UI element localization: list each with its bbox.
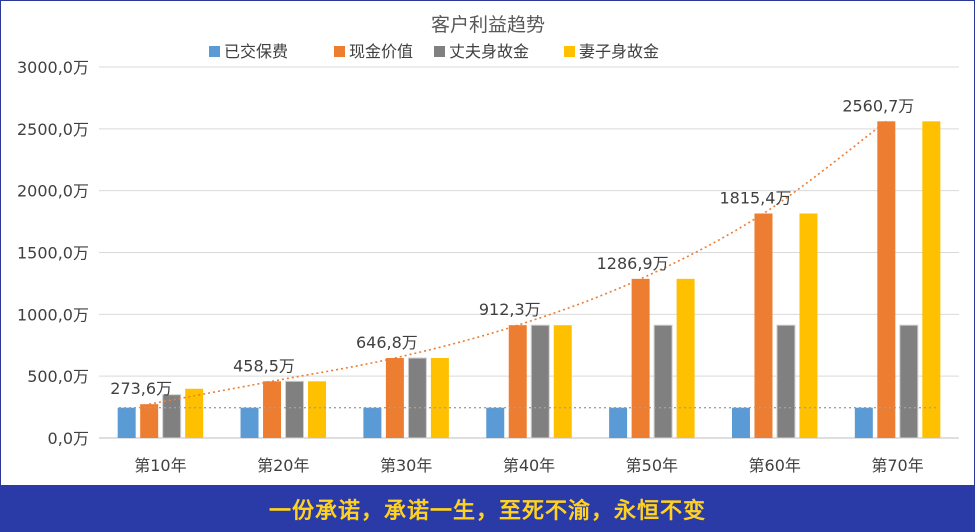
legend-swatch bbox=[334, 46, 345, 57]
bar-妻子身故金 bbox=[799, 213, 818, 438]
lines bbox=[119, 120, 939, 409]
bar-妻子身故金 bbox=[922, 121, 941, 438]
bar-现金价值 bbox=[754, 213, 773, 438]
data-label: 646,8万 bbox=[356, 333, 418, 352]
x-tick-label: 第40年 bbox=[503, 456, 555, 475]
x-tick-label: 第50年 bbox=[626, 456, 678, 475]
y-tick-label: 0,0万 bbox=[48, 429, 89, 448]
data-label: 1815,4万 bbox=[719, 188, 791, 207]
y-tick-label: 1000,0万 bbox=[17, 305, 89, 324]
legend-swatch bbox=[434, 46, 445, 57]
x-tick-label: 第10年 bbox=[134, 456, 186, 475]
bar-妻子身故金 bbox=[430, 358, 449, 438]
legend-swatch bbox=[209, 46, 220, 57]
bar-丈夫身故金 bbox=[285, 380, 305, 439]
legend-label: 丈夫身故金 bbox=[449, 42, 529, 61]
y-axis: 0,0万 500,0万 1000,0万 1500,0万 2000,0万 2500,0万 30… bbox=[17, 58, 89, 448]
legend-swatch bbox=[564, 46, 575, 57]
bar-已交保费 bbox=[854, 407, 873, 438]
x-tick-label: 第20年 bbox=[257, 456, 309, 475]
bar-现金价值 bbox=[140, 404, 159, 438]
legend-label: 现金价值 bbox=[349, 42, 413, 61]
bar-已交保费 bbox=[117, 407, 136, 438]
chart-title: 客户利益趋势 bbox=[431, 14, 545, 36]
data-label: 1286,9万 bbox=[597, 254, 669, 273]
data-label: 2560,7万 bbox=[842, 96, 914, 115]
bar-丈夫身故金 bbox=[407, 357, 427, 439]
bars bbox=[117, 121, 941, 439]
y-tick-label: 3000,0万 bbox=[17, 58, 89, 77]
bar-现金价值 bbox=[877, 121, 896, 438]
bar-妻子身故金 bbox=[308, 381, 327, 438]
legend-label: 妻子身故金 bbox=[579, 42, 659, 61]
slogan-banner: 一份承诺，承诺一生，至死不渝，永恒不变 bbox=[0, 485, 975, 532]
data-label: 912,3万 bbox=[479, 300, 541, 319]
data-label: 273,6万 bbox=[110, 379, 172, 398]
bar-现金价值 bbox=[631, 278, 650, 438]
y-tick-label: 500,0万 bbox=[27, 367, 89, 386]
bar-丈夫身故金 bbox=[899, 324, 919, 439]
x-tick-label: 第30年 bbox=[380, 456, 432, 475]
y-tick-label: 2000,0万 bbox=[17, 182, 89, 201]
bar-已交保费 bbox=[731, 407, 750, 438]
bar-丈夫身故金 bbox=[162, 394, 182, 439]
data-labels: 273,6万 458,5万 646,8万 912,3万 1286,9万 1815,4万 25… bbox=[110, 96, 914, 398]
bar-丈夫身故金 bbox=[653, 324, 673, 439]
bar-现金价值 bbox=[263, 381, 282, 438]
bar-妻子身故金 bbox=[185, 388, 204, 438]
x-tick-label: 第70年 bbox=[871, 456, 923, 475]
bar-已交保费 bbox=[486, 407, 505, 438]
bar-丈夫身故金 bbox=[530, 324, 550, 439]
bar-已交保费 bbox=[363, 407, 382, 438]
legend-label: 已交保费 bbox=[224, 42, 288, 61]
bar-现金价值 bbox=[508, 325, 527, 438]
bar-已交保费 bbox=[240, 407, 259, 438]
x-axis: 第10年 第20年 第30年 第40年 第50年 第60年 第70年 bbox=[134, 456, 924, 475]
bar-chart: 客户利益趋势 已交保费 现金价值 丈夫身故金 妻子身故金 0,0万 500,0万 1000… bbox=[17, 14, 959, 475]
data-label: 458,5万 bbox=[233, 356, 295, 375]
x-tick-label: 第60年 bbox=[749, 456, 801, 475]
slogan-text: 一份承诺，承诺一生，至死不渝，永恒不变 bbox=[268, 498, 706, 524]
gridlines bbox=[99, 66, 959, 439]
bar-妻子身故金 bbox=[553, 325, 572, 438]
y-tick-label: 1500,0万 bbox=[17, 244, 89, 263]
y-tick-label: 2500,0万 bbox=[17, 120, 89, 139]
bar-丈夫身故金 bbox=[776, 324, 796, 439]
legend: 已交保费 现金价值 丈夫身故金 妻子身故金 bbox=[209, 42, 659, 61]
bar-妻子身故金 bbox=[676, 278, 695, 438]
bar-已交保费 bbox=[609, 407, 628, 438]
bar-现金价值 bbox=[385, 358, 404, 438]
chart-frame: 客户利益趋势 已交保费 现金价值 丈夫身故金 妻子身故金 0,0万 500,0万 1000… bbox=[0, 0, 975, 485]
